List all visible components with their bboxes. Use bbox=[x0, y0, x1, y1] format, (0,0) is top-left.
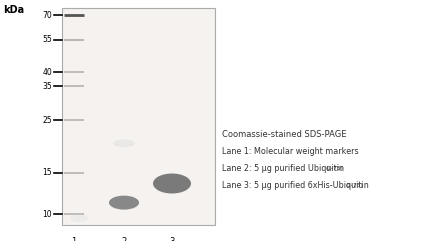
Text: 1: 1 bbox=[71, 237, 76, 241]
Bar bbox=[62, 8, 215, 225]
Text: 2: 2 bbox=[121, 237, 127, 241]
Text: 35: 35 bbox=[42, 81, 52, 91]
Text: 55: 55 bbox=[42, 35, 52, 44]
Text: 40: 40 bbox=[42, 68, 52, 77]
Text: Lane 1: Molecular weight markers: Lane 1: Molecular weight markers bbox=[222, 147, 359, 156]
Text: 15: 15 bbox=[42, 168, 52, 177]
Ellipse shape bbox=[113, 139, 135, 147]
Text: 10: 10 bbox=[42, 210, 52, 219]
Text: 70: 70 bbox=[42, 11, 52, 20]
Text: Lane 2: 5 μg purified Ubiquitin: Lane 2: 5 μg purified Ubiquitin bbox=[222, 164, 344, 173]
Ellipse shape bbox=[153, 174, 191, 194]
Text: 25: 25 bbox=[42, 116, 52, 125]
Ellipse shape bbox=[70, 214, 88, 222]
Text: (1-75): (1-75) bbox=[346, 183, 364, 188]
Text: kDa: kDa bbox=[3, 5, 24, 15]
Text: Coomassie-stained SDS-PAGE: Coomassie-stained SDS-PAGE bbox=[222, 130, 347, 139]
Text: Lane 3: 5 μg purified 6xHis-Ubiquitin: Lane 3: 5 μg purified 6xHis-Ubiquitin bbox=[222, 181, 369, 190]
Ellipse shape bbox=[109, 196, 139, 210]
Text: 3: 3 bbox=[169, 237, 175, 241]
Text: (1-75): (1-75) bbox=[325, 166, 343, 171]
